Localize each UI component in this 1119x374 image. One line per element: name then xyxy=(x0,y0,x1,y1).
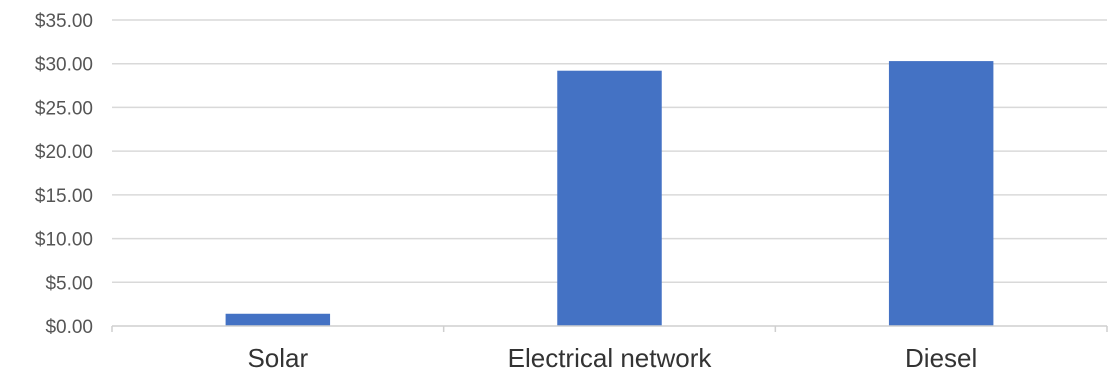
y-tick-label: $25.00 xyxy=(35,98,93,119)
bar xyxy=(557,70,662,326)
y-tick-label: $20.00 xyxy=(35,142,93,163)
y-tick-label: $10.00 xyxy=(35,230,93,251)
y-tick-label: $30.00 xyxy=(35,55,93,76)
y-tick-label: $35.00 xyxy=(35,11,93,32)
y-tick-label: $5.00 xyxy=(45,273,93,294)
y-tick-label: $15.00 xyxy=(35,186,93,207)
bar xyxy=(888,61,994,326)
bars xyxy=(225,61,994,326)
y-tick-label: $0.00 xyxy=(45,317,93,338)
x-tick-label: Solar xyxy=(247,343,308,373)
x-axis-tick-labels: Solar Electrical network Diesel xyxy=(247,343,977,373)
y-axis-tick-labels: $0.00 $5.00 $10.00 $15.00 $20.00 $25.00 $30.00… xyxy=(35,11,93,338)
bar xyxy=(225,313,331,326)
x-tick-label: Electrical network xyxy=(508,343,713,373)
x-tick-label: Diesel xyxy=(905,343,977,373)
x-axis xyxy=(111,325,1108,332)
